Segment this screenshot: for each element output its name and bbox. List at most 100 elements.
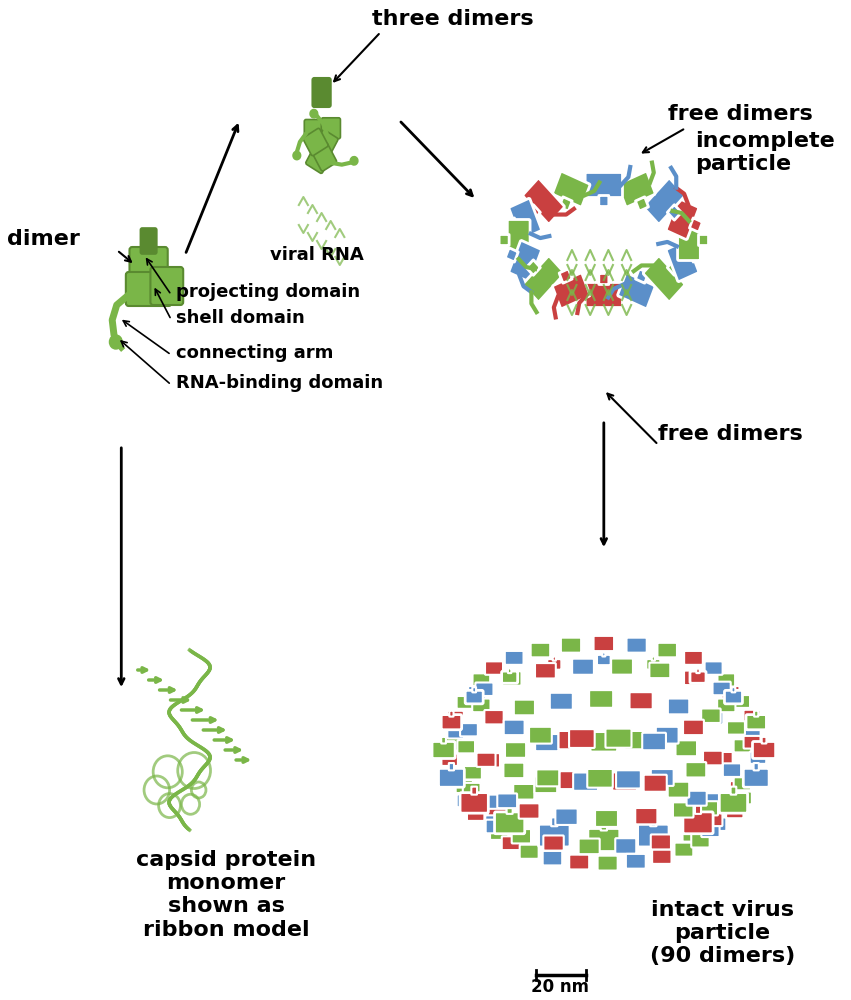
FancyBboxPatch shape (551, 817, 557, 826)
FancyBboxPatch shape (535, 734, 558, 751)
FancyBboxPatch shape (505, 651, 523, 665)
FancyBboxPatch shape (559, 197, 572, 211)
FancyBboxPatch shape (651, 834, 671, 849)
FancyBboxPatch shape (668, 782, 689, 798)
FancyBboxPatch shape (523, 178, 564, 224)
FancyBboxPatch shape (588, 828, 620, 852)
FancyBboxPatch shape (140, 228, 157, 254)
FancyBboxPatch shape (732, 687, 735, 692)
FancyBboxPatch shape (529, 727, 551, 744)
FancyBboxPatch shape (650, 817, 656, 826)
FancyBboxPatch shape (701, 708, 721, 723)
FancyBboxPatch shape (722, 686, 740, 699)
FancyBboxPatch shape (442, 754, 458, 766)
FancyBboxPatch shape (543, 851, 563, 865)
Text: capsid protein
monomer
shown as
ribbon model: capsid protein monomer shown as ribbon m… (136, 850, 316, 940)
FancyBboxPatch shape (616, 770, 641, 788)
FancyBboxPatch shape (727, 721, 745, 735)
FancyBboxPatch shape (696, 668, 700, 673)
FancyBboxPatch shape (722, 763, 741, 777)
FancyBboxPatch shape (744, 710, 760, 722)
FancyBboxPatch shape (505, 218, 518, 232)
FancyBboxPatch shape (699, 801, 718, 815)
FancyBboxPatch shape (560, 771, 584, 789)
FancyBboxPatch shape (441, 737, 446, 744)
FancyBboxPatch shape (683, 827, 702, 842)
FancyBboxPatch shape (683, 720, 704, 735)
FancyBboxPatch shape (502, 671, 522, 686)
FancyBboxPatch shape (666, 241, 699, 282)
FancyBboxPatch shape (558, 731, 584, 749)
FancyBboxPatch shape (432, 742, 455, 758)
FancyBboxPatch shape (464, 766, 482, 779)
FancyBboxPatch shape (449, 711, 454, 717)
FancyBboxPatch shape (494, 812, 525, 834)
FancyBboxPatch shape (605, 729, 631, 748)
FancyBboxPatch shape (556, 808, 578, 825)
FancyBboxPatch shape (589, 690, 614, 708)
FancyBboxPatch shape (643, 178, 685, 224)
FancyBboxPatch shape (691, 834, 710, 847)
FancyBboxPatch shape (636, 269, 648, 283)
FancyBboxPatch shape (585, 282, 622, 308)
FancyBboxPatch shape (502, 836, 520, 850)
FancyBboxPatch shape (508, 668, 511, 673)
FancyBboxPatch shape (569, 729, 595, 748)
FancyBboxPatch shape (539, 824, 570, 847)
FancyBboxPatch shape (552, 273, 590, 309)
FancyBboxPatch shape (457, 794, 474, 807)
FancyBboxPatch shape (651, 769, 674, 786)
FancyBboxPatch shape (485, 815, 504, 829)
FancyBboxPatch shape (666, 198, 699, 239)
FancyBboxPatch shape (312, 78, 331, 107)
FancyBboxPatch shape (635, 808, 657, 824)
FancyBboxPatch shape (603, 652, 605, 656)
FancyBboxPatch shape (481, 753, 500, 767)
FancyBboxPatch shape (689, 248, 702, 262)
FancyBboxPatch shape (746, 715, 767, 730)
FancyBboxPatch shape (649, 663, 671, 678)
FancyBboxPatch shape (744, 736, 761, 749)
FancyBboxPatch shape (485, 661, 503, 675)
FancyBboxPatch shape (667, 260, 682, 275)
FancyBboxPatch shape (467, 808, 484, 821)
FancyBboxPatch shape (689, 218, 702, 232)
FancyBboxPatch shape (501, 671, 517, 683)
FancyBboxPatch shape (684, 671, 704, 685)
FancyBboxPatch shape (587, 769, 613, 788)
FancyBboxPatch shape (455, 780, 473, 793)
FancyBboxPatch shape (734, 792, 752, 804)
FancyBboxPatch shape (595, 810, 618, 827)
Text: viral RNA: viral RNA (270, 246, 364, 264)
Text: dimer: dimer (8, 229, 80, 249)
FancyBboxPatch shape (312, 143, 337, 171)
FancyBboxPatch shape (658, 643, 677, 657)
FancyBboxPatch shape (448, 726, 464, 739)
FancyBboxPatch shape (611, 659, 633, 675)
FancyBboxPatch shape (643, 733, 666, 750)
FancyBboxPatch shape (726, 805, 744, 818)
FancyBboxPatch shape (675, 843, 694, 857)
FancyBboxPatch shape (483, 710, 503, 724)
FancyBboxPatch shape (547, 659, 562, 670)
FancyBboxPatch shape (597, 654, 611, 666)
FancyBboxPatch shape (514, 700, 535, 715)
FancyBboxPatch shape (505, 742, 526, 758)
FancyBboxPatch shape (552, 171, 590, 207)
FancyBboxPatch shape (593, 636, 614, 651)
FancyBboxPatch shape (507, 220, 530, 260)
FancyBboxPatch shape (306, 146, 331, 173)
FancyBboxPatch shape (509, 241, 541, 282)
FancyBboxPatch shape (550, 693, 573, 710)
FancyBboxPatch shape (750, 751, 766, 764)
FancyBboxPatch shape (151, 267, 183, 305)
FancyBboxPatch shape (690, 671, 706, 683)
Text: RNA-binding domain: RNA-binding domain (176, 374, 383, 392)
FancyBboxPatch shape (465, 690, 483, 704)
FancyBboxPatch shape (714, 752, 733, 766)
FancyBboxPatch shape (585, 172, 622, 198)
FancyBboxPatch shape (643, 256, 685, 302)
FancyBboxPatch shape (701, 823, 720, 837)
FancyBboxPatch shape (734, 777, 751, 790)
FancyBboxPatch shape (488, 804, 506, 818)
